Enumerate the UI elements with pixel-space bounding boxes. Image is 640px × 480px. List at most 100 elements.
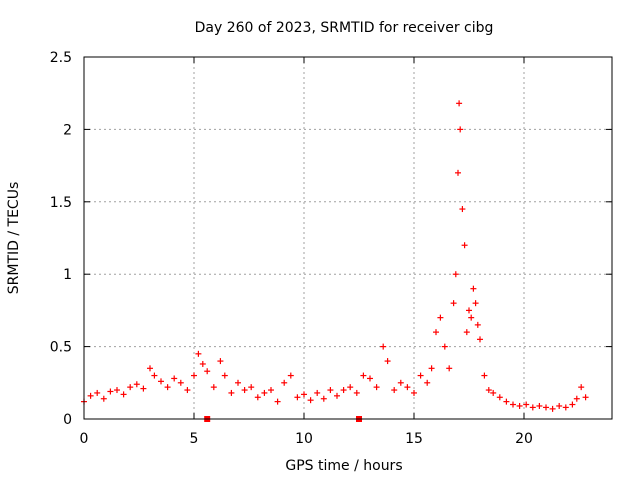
data-point xyxy=(397,379,404,386)
y-tick-label: 1.5 xyxy=(50,195,72,211)
data-point xyxy=(107,388,114,395)
data-point xyxy=(287,372,294,379)
data-point xyxy=(261,389,268,396)
data-point xyxy=(171,375,178,382)
data-point xyxy=(459,206,466,213)
data-point xyxy=(468,314,475,321)
data-point xyxy=(582,394,589,401)
x-tick-label: 5 xyxy=(190,431,199,447)
data-point xyxy=(294,394,301,401)
data-point xyxy=(151,372,158,379)
x-axis-label: GPS time / hours xyxy=(285,458,402,474)
data-point xyxy=(347,384,354,391)
data-point xyxy=(164,384,171,391)
data-point xyxy=(391,387,398,394)
data-point xyxy=(195,350,202,357)
data-point xyxy=(441,343,448,350)
data-point xyxy=(307,397,314,404)
data-point xyxy=(133,381,140,388)
data-point xyxy=(274,398,281,405)
data-point xyxy=(536,402,543,409)
data-point xyxy=(100,395,107,402)
y-tick-label: 2 xyxy=(63,122,72,138)
data-point xyxy=(523,401,530,408)
data-point xyxy=(516,402,523,409)
data-point xyxy=(417,372,424,379)
data-point xyxy=(463,329,470,336)
data-point xyxy=(556,402,563,409)
data-point xyxy=(210,384,217,391)
data-point xyxy=(477,336,483,343)
data-point xyxy=(254,394,261,401)
data-point xyxy=(301,391,307,398)
data-point xyxy=(334,392,340,399)
data-point xyxy=(320,395,327,402)
data-point xyxy=(474,321,481,328)
x-tick-label: 10 xyxy=(295,431,313,447)
data-point xyxy=(235,379,241,386)
data-point xyxy=(204,368,211,375)
data-point xyxy=(455,169,461,176)
data-point xyxy=(158,378,164,385)
data-point xyxy=(461,242,468,249)
data-point xyxy=(373,384,380,391)
data-point xyxy=(177,379,184,386)
data-point xyxy=(503,398,510,405)
data-point xyxy=(496,394,503,401)
data-point xyxy=(457,126,464,133)
data-point xyxy=(466,307,472,314)
y-tick-label: 0.5 xyxy=(50,340,72,356)
x-tick-label: 15 xyxy=(405,431,423,447)
x-tick-label: 20 xyxy=(515,431,533,447)
data-point xyxy=(87,392,94,399)
data-point xyxy=(562,404,569,411)
y-axis-label: SRMTID / TECUs xyxy=(6,182,22,295)
data-point xyxy=(470,285,477,292)
data-point xyxy=(529,404,536,411)
data-point xyxy=(340,387,347,394)
data-point xyxy=(481,372,488,379)
data-point xyxy=(485,387,492,394)
data-point xyxy=(217,358,224,365)
data-point xyxy=(549,405,556,412)
data-point xyxy=(472,300,479,307)
data-point xyxy=(314,389,321,396)
data-point xyxy=(248,384,255,391)
data-points xyxy=(81,100,589,422)
grid xyxy=(84,57,612,419)
data-point xyxy=(353,389,360,396)
data-point xyxy=(360,372,367,379)
data-point xyxy=(446,365,453,372)
data-point xyxy=(380,343,387,350)
data-point xyxy=(428,365,435,372)
data-point xyxy=(147,365,153,372)
data-point xyxy=(437,314,444,321)
data-point xyxy=(569,401,576,408)
data-point xyxy=(191,372,197,379)
data-point xyxy=(411,389,417,396)
data-point xyxy=(367,375,373,382)
data-point xyxy=(184,387,191,394)
data-point xyxy=(452,271,459,278)
data-point xyxy=(510,401,516,408)
data-point xyxy=(140,385,147,392)
data-point xyxy=(127,384,134,391)
data-point xyxy=(384,358,391,365)
data-point xyxy=(120,391,127,398)
data-point xyxy=(433,329,439,336)
data-point xyxy=(424,379,431,386)
data-point xyxy=(490,389,497,396)
data-point xyxy=(327,387,334,394)
y-tick-label: 0 xyxy=(63,412,72,428)
data-point xyxy=(456,100,463,107)
data-point xyxy=(281,379,288,386)
data-point xyxy=(241,387,248,394)
data-point xyxy=(404,384,411,391)
data-point xyxy=(199,360,206,367)
data-point xyxy=(573,395,580,402)
data-point xyxy=(578,384,585,391)
chart-title: Day 260 of 2023, SRMTID for receiver cib… xyxy=(195,20,494,36)
data-point xyxy=(228,389,235,396)
data-point xyxy=(450,300,457,307)
